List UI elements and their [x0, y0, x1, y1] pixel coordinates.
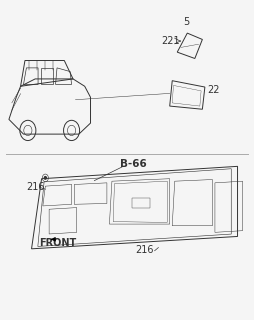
Bar [132, 198, 150, 208]
Text: B-66: B-66 [120, 159, 147, 169]
Text: 221: 221 [162, 36, 180, 46]
Text: 22: 22 [208, 85, 220, 95]
Text: FRONT: FRONT [39, 238, 76, 248]
Text: 5: 5 [183, 17, 189, 27]
Text: 216: 216 [135, 245, 154, 255]
Circle shape [44, 177, 46, 179]
Text: 216: 216 [26, 182, 44, 192]
